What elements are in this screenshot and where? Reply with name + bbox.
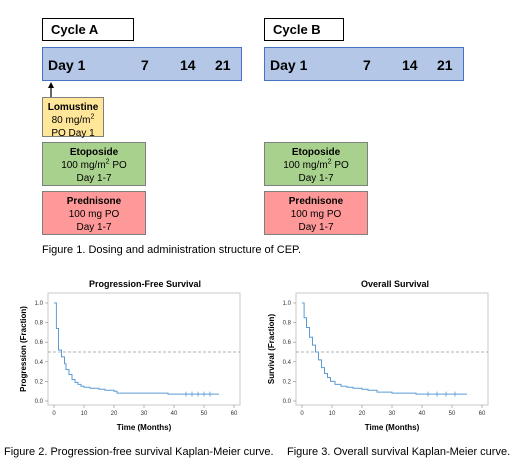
figure-1-caption: Figure 1. Dosing and administration stru… [42,244,302,256]
prednisone-box-a: Prednisone 100 mg PO Day 1-7 [42,191,146,235]
os-title: Overall Survival [360,279,430,289]
x-tick-label: 60 [231,411,238,417]
km-survival-curve [54,302,219,395]
y-tick-label: 0.8 [283,321,292,327]
cycle-a-timeline: Day 1 7 14 21 [42,47,242,81]
y-tick-label: 0.0 [35,399,44,405]
x-tick-label: 0 [52,411,56,417]
x-tick-label: 50 [449,411,456,417]
drug-dose: 100 mg PO [290,209,342,220]
drug-schedule: Day 1-7 [76,173,112,184]
figure-2-caption: Figure 2. Progression-free survival Kapl… [4,446,274,458]
x-axis-label: Time (Months) [365,423,420,432]
x-tick-label: 10 [329,411,336,417]
drug-dose: 100 mg/m2 PO [283,158,349,171]
y-axis-label: Progression (Fraction) [19,306,28,392]
x-tick-label: 20 [359,411,366,417]
y-tick-label: 0.0 [283,399,292,405]
x-tick-label: 10 [81,411,88,417]
prednisone-box-b: Prednisone 100 mg PO Day 1-7 [264,191,368,235]
timeline-day7: 7 [141,57,149,73]
drug-name: Etoposide [69,147,119,158]
timeline-day14: 14 [180,57,196,73]
drug-name: Prednisone [66,196,122,207]
x-tick-label: 0 [300,411,304,417]
drug-schedule: Day 1-7 [298,222,334,233]
x-tick-label: 30 [389,411,396,417]
x-tick-label: 40 [171,411,178,417]
drug-schedule: Day 1-7 [76,222,112,233]
y-tick-label: 1.0 [35,301,44,307]
drug-name: Prednisone [288,196,344,207]
figure-3-caption: Figure 3. Overall survival Kaplan-Meier … [287,446,511,458]
km-survival-curve [302,302,467,395]
plot-frame [295,292,489,406]
cycle-a-label: Cycle A [42,18,134,41]
y-tick-label: 0.8 [35,321,44,327]
x-tick-label: 40 [419,411,426,417]
y-tick-label: 0.2 [283,379,292,385]
x-tick-label: 20 [111,411,118,417]
y-tick-label: 0.6 [35,340,44,346]
etoposide-box-a: Etoposide 100 mg/m2 PO Day 1-7 [42,142,146,186]
x-axis-label: Time (Months) [117,423,172,432]
y-tick-label: 0.2 [35,379,44,385]
x-tick-label: 50 [201,411,208,417]
cycle-b-timeline: Day 1 7 14 21 [264,47,464,81]
drug-dose: 100 mg/m2 PO [61,158,127,171]
lomustine-box: Lomustine 80 mg/m2 PO Day 1 [42,97,104,139]
y-tick-label: 1.0 [283,301,292,307]
y-tick-label: 0.4 [283,360,292,366]
timeline-day1: Day 1 [48,57,86,73]
drug-schedule: PO Day 1 [51,128,95,139]
drug-name: Lomustine [47,102,99,113]
timeline-day21: 21 [215,57,231,73]
timeline-day1: Day 1 [270,57,308,73]
drug-schedule: Day 1-7 [298,173,334,184]
x-tick-label: 30 [141,411,148,417]
y-tick-label: 0.4 [35,360,44,366]
drug-dose: 100 mg PO [68,209,120,220]
pfs-title: Progression-Free Survival [88,279,202,289]
timeline-day7: 7 [363,57,371,73]
timeline-day21: 21 [437,57,453,73]
y-tick-label: 0.6 [283,340,292,346]
y-axis-label: Survival (Fraction) [267,314,276,385]
x-tick-label: 60 [479,411,486,417]
cycle-b-label: Cycle B [264,18,344,41]
drug-name: Etoposide [291,147,341,158]
timeline-day14: 14 [402,57,418,73]
plot-frame [47,292,241,406]
etoposide-box-b: Etoposide 100 mg/m2 PO Day 1-7 [264,142,368,186]
drug-dose: 80 mg/m2 [51,113,95,126]
